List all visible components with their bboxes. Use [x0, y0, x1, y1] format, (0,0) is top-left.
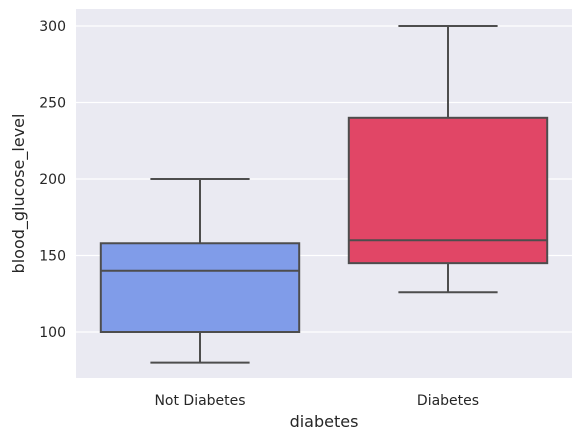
- y-tick-label-250: 250: [39, 96, 66, 112]
- x-tick-label-not-diabetes: Not Diabetes: [154, 393, 245, 409]
- x-tick-labels: Not Diabetes Diabetes: [154, 393, 479, 409]
- box-diabetes: [347, 116, 549, 265]
- y-axis-title: blood_glucose_level: [9, 114, 29, 274]
- x-axis-title: diabetes: [290, 412, 359, 431]
- x-tick-label-diabetes: Diabetes: [417, 393, 479, 409]
- y-tick-label-150: 150: [39, 249, 66, 265]
- box-group-not-diabetes: [99, 178, 301, 364]
- y-tick-label-300: 300: [39, 19, 66, 35]
- boxes: [99, 25, 549, 364]
- y-tick-labels: 100 150 200 250 300: [39, 19, 66, 341]
- y-tick-label-200: 200: [39, 172, 66, 188]
- box-not-diabetes: [99, 242, 301, 333]
- y-tick-label-100: 100: [39, 325, 66, 341]
- box-group-diabetes: [347, 25, 549, 294]
